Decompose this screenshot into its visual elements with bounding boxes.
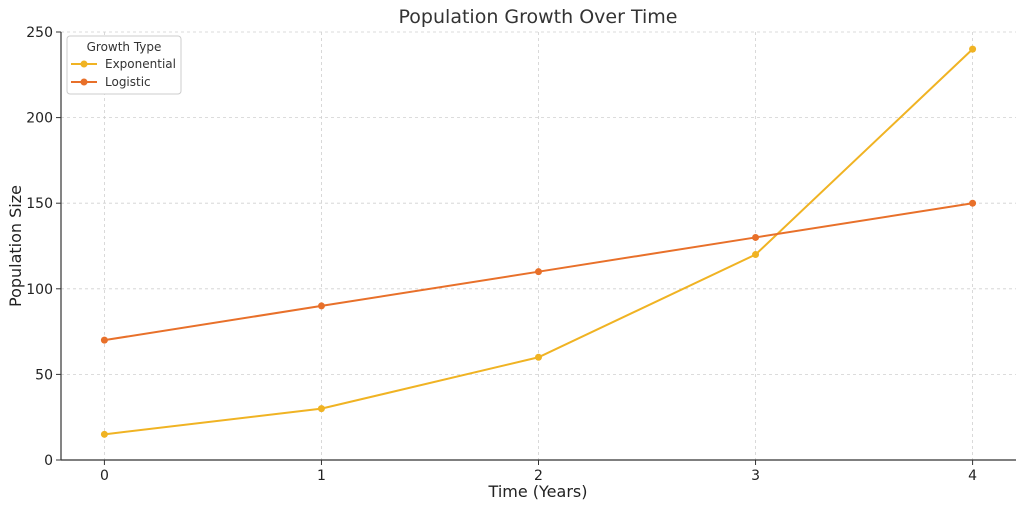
data-point-exponential [100, 430, 108, 438]
legend-entry-logistic: Logistic [105, 75, 151, 89]
series-layer [100, 45, 977, 438]
x-tick-label: 3 [751, 468, 760, 484]
y-tick-label: 200 [26, 111, 53, 127]
x-tick-label: 0 [100, 468, 109, 484]
data-point-logistic [535, 268, 542, 276]
data-point-logistic [969, 199, 977, 207]
data-point-logistic [100, 336, 108, 344]
y-tick-label: 250 [26, 25, 53, 41]
axes-layer [60, 32, 1016, 461]
x-tick-label: 2 [534, 468, 543, 484]
x-tick-label: 1 [317, 468, 326, 484]
y-tick-label: 100 [26, 282, 53, 298]
data-point-logistic [752, 233, 760, 241]
y-tick-label: 150 [26, 196, 53, 212]
y-tick-label: 50 [35, 367, 53, 383]
x-axis-label: Time (Years) [488, 482, 588, 501]
data-point-exponential [969, 45, 977, 53]
y-tick-label: 0 [44, 453, 53, 469]
data-point-logistic [317, 302, 325, 310]
legend-marker-logistic [80, 78, 88, 86]
legend-box [66, 35, 182, 95]
data-point-exponential [535, 353, 542, 361]
grid-layer [61, 31, 1016, 461]
data-point-exponential [752, 251, 760, 259]
ticks-layer: 0 1 2 3 4 0 50 100 150 200 250 [26, 25, 977, 484]
legend: Growth Type Exponential Logistic [66, 35, 182, 95]
legend-title: Growth Type [87, 40, 162, 54]
x-tick-label: 4 [968, 468, 977, 484]
legend-entry-exponential: Exponential [105, 57, 176, 71]
y-axis-label: Population Size [6, 185, 25, 307]
data-point-exponential [317, 405, 325, 413]
legend-marker-exponential [80, 60, 88, 68]
chart-title: Population Growth Over Time [399, 6, 678, 28]
